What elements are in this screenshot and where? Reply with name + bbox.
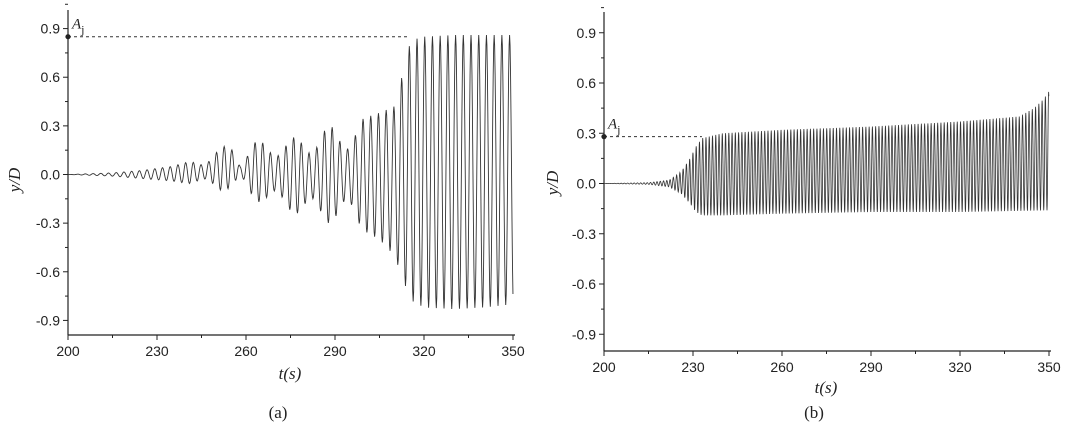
y-tick-label: -0.9 <box>572 326 596 342</box>
aj-marker <box>65 34 71 40</box>
series-line <box>604 91 1050 216</box>
x-tick-label: 200 <box>56 343 80 359</box>
aj-marker <box>601 134 607 140</box>
y-axis-title: y/D <box>5 167 24 194</box>
x-tick-label: 320 <box>948 359 972 375</box>
x-tick-label: 350 <box>1037 359 1061 375</box>
y-tick-label: -0.9 <box>36 312 60 328</box>
x-tick-label: 290 <box>323 343 347 359</box>
x-tick-label: 260 <box>770 359 794 375</box>
y-tick-label: 0.3 <box>41 118 61 134</box>
series-line <box>67 35 514 309</box>
panel-caption: (b) <box>804 403 824 422</box>
y-tick-label: -0.3 <box>572 226 596 242</box>
x-tick-label: 230 <box>145 343 169 359</box>
y-tick-label: -0.3 <box>36 215 60 231</box>
y-tick-label: 0.6 <box>41 69 61 85</box>
panel-caption: (a) <box>269 403 288 422</box>
x-tick-label: 290 <box>859 359 883 375</box>
aj-label: Aj <box>607 117 621 137</box>
x-axis-title: t(s) <box>815 378 838 397</box>
x-tick-label: 350 <box>501 343 525 359</box>
y-tick-label: 0.3 <box>577 125 597 141</box>
x-tick-label: 200 <box>592 359 616 375</box>
x-axis-title: t(s) <box>279 364 302 383</box>
aj-label: Aj <box>71 17 85 37</box>
y-tick-label: 0.0 <box>41 167 61 183</box>
y-tick-label: 0.9 <box>41 21 61 37</box>
x-tick-label: 230 <box>681 359 705 375</box>
y-axis-title: y/D <box>543 170 562 197</box>
y-tick-label: -0.6 <box>36 264 60 280</box>
y-tick-label: -0.6 <box>572 276 596 292</box>
y-tick-label: 0.6 <box>577 75 597 91</box>
y-tick-label: 0.0 <box>577 176 597 192</box>
x-tick-label: 320 <box>412 343 436 359</box>
x-tick-label: 260 <box>234 343 258 359</box>
chart-panel-a: 0.9 0.6 0.3 0.0 -0.3 -0.6 -0.9 200 230 260 290 320 3… <box>5 3 525 422</box>
chart-panel-b: 0.9 0.6 0.3 0.0 -0.3 -0.6 -0.9 200 230 260 290 320 3… <box>543 7 1061 422</box>
y-tick-label: 0.9 <box>577 25 597 41</box>
